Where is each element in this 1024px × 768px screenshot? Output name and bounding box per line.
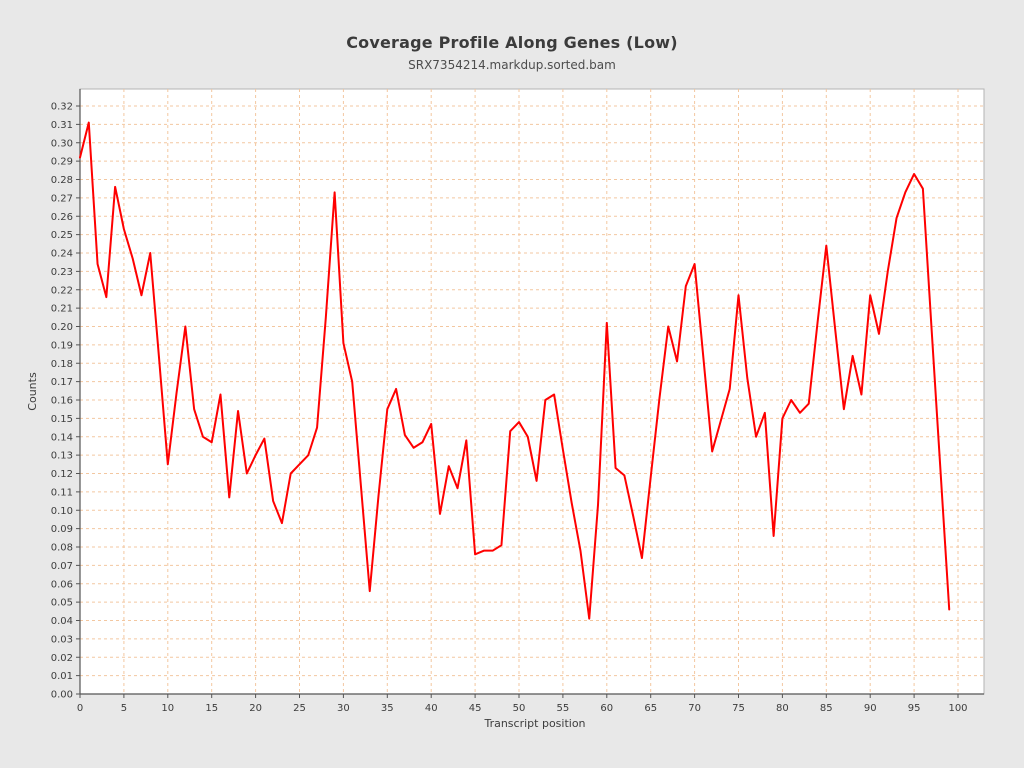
y-tick-label: 0.26 bbox=[51, 212, 73, 223]
x-tick-label: 0 bbox=[77, 703, 83, 714]
x-tick-label: 15 bbox=[205, 703, 218, 714]
x-tick-label: 75 bbox=[732, 703, 745, 714]
y-tick-label: 0.18 bbox=[51, 359, 73, 370]
y-tick-label: 0.19 bbox=[51, 340, 73, 351]
grid-lines bbox=[80, 89, 984, 694]
x-tick-label: 100 bbox=[948, 703, 967, 714]
y-tick-label: 0.31 bbox=[51, 120, 73, 131]
x-tick-label: 95 bbox=[908, 703, 921, 714]
y-tick-label: 0.16 bbox=[51, 396, 73, 407]
y-tick-label: 0.09 bbox=[51, 524, 73, 535]
x-tick-label: 10 bbox=[161, 703, 174, 714]
y-tick-label: 0.11 bbox=[51, 487, 73, 498]
y-tick-label: 0.24 bbox=[51, 249, 73, 260]
y-tick-label: 0.22 bbox=[51, 285, 73, 296]
y-tick-label: 0.08 bbox=[51, 543, 73, 554]
y-tick-label: 0.21 bbox=[51, 304, 73, 315]
x-tick-label: 70 bbox=[688, 703, 701, 714]
y-tick-label: 0.14 bbox=[51, 432, 73, 443]
x-tick-label: 90 bbox=[864, 703, 877, 714]
x-tick-label: 50 bbox=[513, 703, 526, 714]
y-tick-label: 0.05 bbox=[51, 598, 73, 609]
y-tick-label: 0.03 bbox=[51, 634, 73, 645]
plot-area bbox=[79, 88, 985, 695]
x-tick-label: 45 bbox=[469, 703, 482, 714]
x-tick-label: 65 bbox=[644, 703, 657, 714]
x-tick-label: 25 bbox=[293, 703, 306, 714]
x-tick-label: 5 bbox=[121, 703, 127, 714]
coverage-line-series bbox=[79, 121, 951, 620]
y-tick-label: 0.13 bbox=[51, 451, 73, 462]
y-tick-label: 0.32 bbox=[51, 102, 73, 113]
x-tick-label: 55 bbox=[557, 703, 570, 714]
y-tick-label: 0.06 bbox=[51, 579, 73, 590]
y-tick-label: 0.07 bbox=[51, 561, 73, 572]
y-tick-label: 0.10 bbox=[51, 506, 73, 517]
y-tick-label: 0.04 bbox=[51, 616, 73, 627]
y-tick-label: 0.17 bbox=[51, 377, 73, 388]
x-tick-label: 80 bbox=[776, 703, 789, 714]
y-axis-label: Counts bbox=[26, 372, 39, 411]
axis-tick-labels: 0.00 0.01 0.02 0.03 0.04 0.05 0.06 0.07 0.08 0.09… bbox=[51, 102, 968, 715]
x-tick-label: 40 bbox=[425, 703, 438, 714]
y-tick-label: 0.12 bbox=[51, 469, 73, 480]
axis-ticks bbox=[76, 105, 959, 698]
y-tick-label: 0.25 bbox=[51, 230, 73, 241]
x-axis-label: Transcript position bbox=[483, 717, 585, 730]
y-tick-label: 0.02 bbox=[51, 653, 73, 664]
y-tick-label: 0.30 bbox=[51, 138, 73, 149]
x-tick-label: 60 bbox=[600, 703, 613, 714]
chart-title: Coverage Profile Along Genes (Low) bbox=[346, 33, 678, 52]
y-tick-label: 0.15 bbox=[51, 414, 73, 425]
y-tick-label: 0.00 bbox=[51, 690, 73, 701]
y-tick-label: 0.29 bbox=[51, 157, 73, 168]
x-tick-label: 20 bbox=[249, 703, 262, 714]
x-tick-label: 35 bbox=[381, 703, 394, 714]
x-tick-label: 85 bbox=[820, 703, 833, 714]
y-tick-label: 0.20 bbox=[51, 322, 73, 333]
x-tick-label: 30 bbox=[337, 703, 350, 714]
y-tick-label: 0.27 bbox=[51, 193, 73, 204]
chart-subtitle: SRX7354214.markdup.sorted.bam bbox=[408, 58, 616, 72]
y-tick-label: 0.23 bbox=[51, 267, 73, 278]
y-tick-label: 0.28 bbox=[51, 175, 73, 186]
y-tick-label: 0.01 bbox=[51, 671, 73, 682]
